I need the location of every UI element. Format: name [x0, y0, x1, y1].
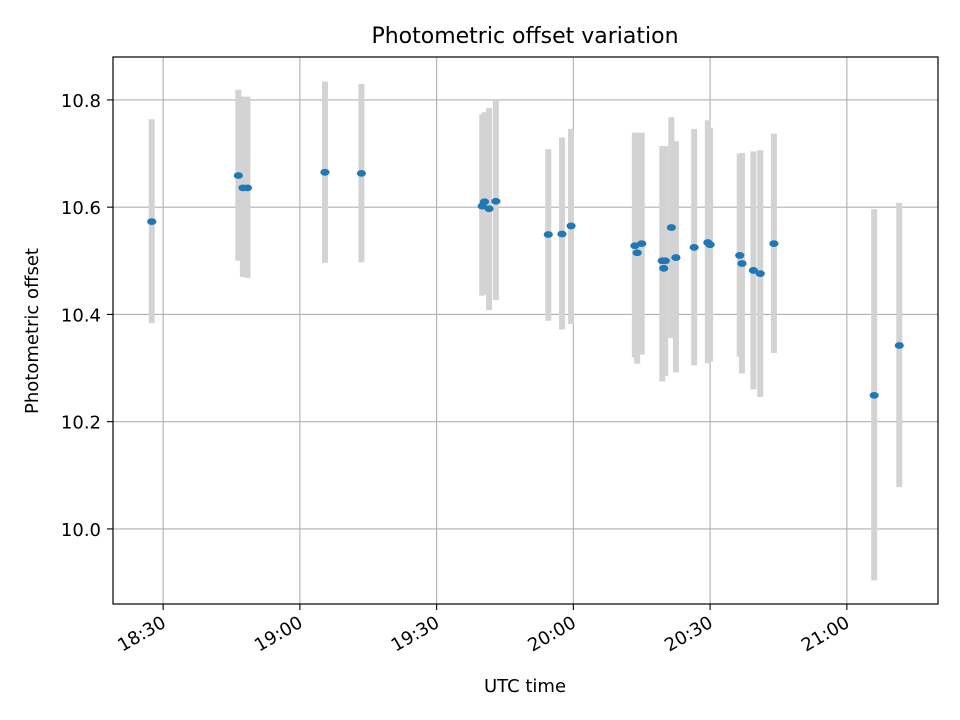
data-point	[491, 197, 501, 205]
y-axis-label: Photometric offset	[22, 248, 43, 414]
data-point	[320, 168, 330, 176]
data-point	[737, 260, 747, 267]
data-point	[705, 241, 715, 249]
data-point	[671, 254, 681, 261]
data-point	[748, 267, 759, 274]
data-point	[666, 224, 676, 231]
data-point	[233, 172, 243, 179]
data-point	[566, 222, 576, 230]
grid	[113, 57, 938, 604]
x-axis-label: UTC time	[484, 676, 566, 697]
y-tick-label: 10.4	[61, 305, 101, 326]
data-point	[479, 198, 490, 206]
data-point	[689, 243, 699, 251]
data-point	[484, 205, 494, 213]
data-point	[869, 391, 879, 399]
data-point	[659, 264, 669, 272]
data-points	[147, 168, 904, 399]
y-tick-label: 10.8	[61, 91, 101, 112]
y-tick-label: 10.2	[61, 413, 101, 434]
data-point	[632, 249, 642, 257]
data-point	[637, 240, 647, 248]
data-point	[735, 252, 745, 259]
data-point	[660, 257, 670, 265]
chart-title: Photometric offset variation	[371, 24, 678, 49]
data-point	[147, 218, 157, 226]
data-point	[894, 342, 904, 349]
y-axis-ticks: 10.0 10.2 10.4 10.6 10.8	[61, 91, 113, 541]
y-tick-label: 10.0	[61, 520, 101, 541]
data-point	[755, 270, 765, 278]
data-point	[769, 240, 779, 248]
data-point	[543, 231, 553, 238]
data-point	[557, 230, 567, 238]
y-tick-label: 10.6	[61, 198, 101, 219]
plot-frame	[112, 56, 939, 605]
data-point	[242, 184, 253, 192]
data-point	[356, 169, 367, 177]
